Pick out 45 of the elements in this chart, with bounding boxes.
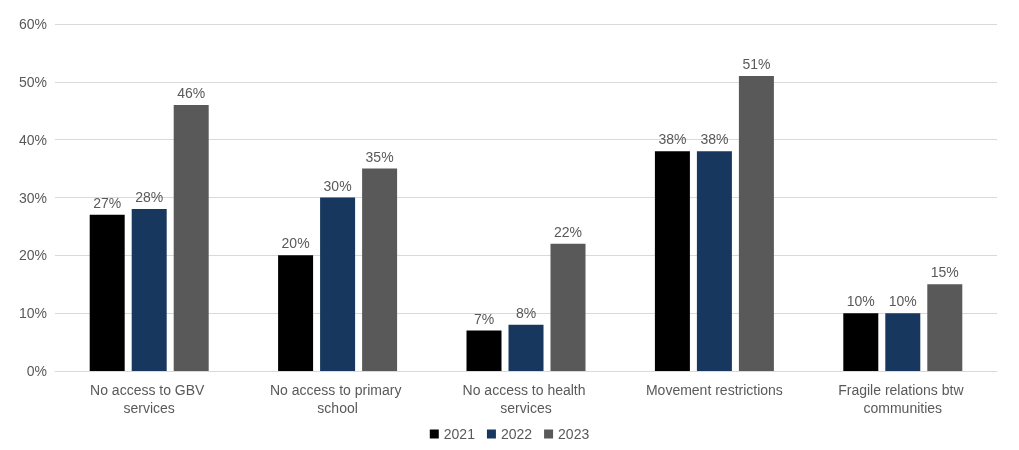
x-tick-label: No access to GBV services [90, 382, 209, 416]
y-tick-label: 60% [18, 16, 47, 32]
bar [843, 313, 879, 371]
x-tick-label: Fragile relations btw communities [838, 382, 968, 416]
bar [466, 330, 502, 371]
bar [696, 151, 732, 371]
legend-label: 2022 [500, 426, 533, 442]
y-tick-label: 30% [18, 189, 47, 206]
y-tick-label: 40% [18, 131, 47, 148]
data-label: 28% [135, 189, 164, 206]
data-label: 46% [177, 84, 206, 101]
bar [508, 324, 544, 371]
bar [278, 255, 314, 371]
bar [738, 76, 774, 371]
x-tick-label: Movement restrictions [645, 382, 783, 398]
legend-label: 2023 [558, 426, 590, 442]
data-label: 20% [281, 235, 310, 252]
data-label: 8% [515, 304, 537, 321]
data-label: 10% [846, 293, 875, 310]
data-label: 15% [930, 264, 959, 281]
bar [362, 168, 398, 371]
data-label: 30% [323, 177, 352, 194]
data-label: 27% [93, 194, 122, 211]
bar [89, 214, 125, 371]
legend-label: 2021 [443, 426, 476, 442]
y-tick-label: 50% [18, 73, 47, 90]
bar [927, 284, 963, 371]
x-tick-label: No access to primary school [269, 382, 406, 416]
x-tick-label: No access to health services [462, 382, 590, 416]
bar [131, 209, 167, 371]
data-label: 22% [553, 223, 583, 240]
y-tick-label: 0% [26, 363, 47, 379]
bar [320, 197, 356, 371]
bar [654, 151, 690, 371]
y-tick-label: 20% [18, 247, 47, 264]
data-label: 10% [888, 293, 917, 310]
data-label: 35% [365, 148, 394, 165]
data-label: 38% [700, 131, 729, 148]
bar [885, 313, 921, 371]
data-label: 7% [473, 310, 495, 327]
y-tick-label: 10% [18, 305, 47, 322]
data-label: 38% [658, 131, 687, 148]
bar [550, 243, 586, 371]
data-label: 51% [742, 56, 771, 73]
bar [173, 104, 209, 371]
